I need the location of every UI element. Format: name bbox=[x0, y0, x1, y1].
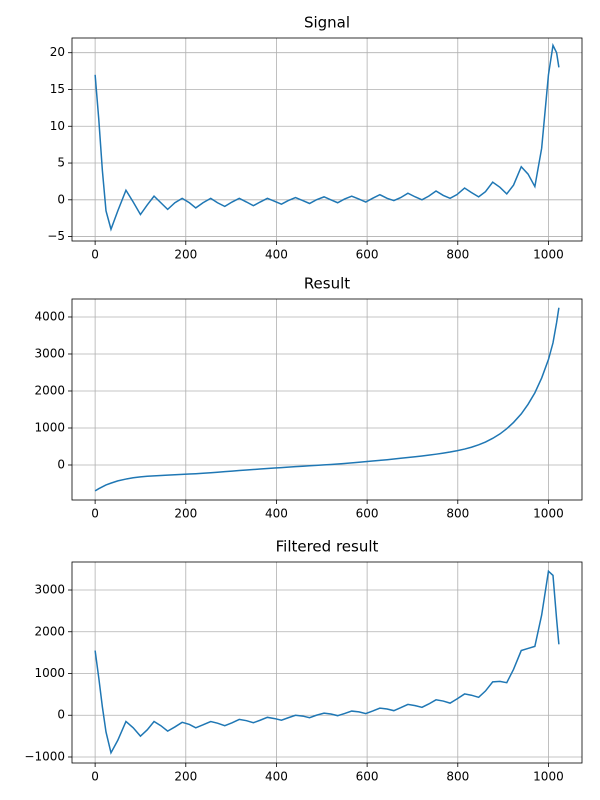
x-tick-label: 200 bbox=[174, 770, 197, 784]
x-tick-label: 600 bbox=[356, 770, 379, 784]
x-tick-label: 800 bbox=[446, 248, 469, 262]
x-tick-label: 1000 bbox=[533, 507, 564, 521]
y-tick-label: 20 bbox=[50, 45, 65, 59]
axes-frame bbox=[71, 298, 583, 501]
y-tick-label: 2000 bbox=[34, 383, 65, 397]
x-tick-label: 1000 bbox=[533, 770, 564, 784]
y-tick-label: 10 bbox=[50, 119, 65, 133]
x-tick-label: 600 bbox=[356, 248, 379, 262]
subplot: Result 0 200 400 600 800 1000 0 1000 2000 3000 4000 bbox=[34, 275, 583, 521]
x-tick-label: 400 bbox=[265, 507, 288, 521]
y-tick-label: 3000 bbox=[34, 346, 65, 360]
subplot-title: Signal bbox=[304, 14, 350, 32]
x-tick-label: 400 bbox=[265, 770, 288, 784]
x-tick-label: 1000 bbox=[533, 248, 564, 262]
x-tick-label: 400 bbox=[265, 248, 288, 262]
y-tick-label: −1000 bbox=[24, 749, 65, 763]
y-tick-label: 2000 bbox=[34, 624, 65, 638]
y-tick-label: 0 bbox=[57, 708, 65, 722]
y-tick-label: −5 bbox=[47, 229, 65, 243]
x-tick-label: 0 bbox=[91, 507, 99, 521]
y-tick-label: 0 bbox=[57, 457, 65, 471]
axes-frame bbox=[71, 561, 583, 764]
y-tick-label: 1000 bbox=[34, 666, 65, 680]
y-tick-label: 0 bbox=[57, 192, 65, 206]
x-tick-label: 0 bbox=[91, 248, 99, 262]
y-tick-label: 4000 bbox=[34, 309, 65, 323]
x-tick-label: 0 bbox=[91, 770, 99, 784]
y-tick-label: 3000 bbox=[34, 583, 65, 597]
y-tick-label: 5 bbox=[57, 156, 65, 170]
axes-frame bbox=[71, 37, 583, 242]
x-tick-label: 800 bbox=[446, 507, 469, 521]
y-tick-label: 1000 bbox=[34, 420, 65, 434]
x-tick-label: 600 bbox=[356, 507, 379, 521]
subplot-title: Filtered result bbox=[276, 538, 379, 556]
x-tick-label: 800 bbox=[446, 770, 469, 784]
line bbox=[94, 42, 560, 232]
x-tick-label: 200 bbox=[174, 507, 197, 521]
subplot: Filtered result 0 200 400 600 800 1000 −1000 0 10… bbox=[24, 538, 583, 784]
x-tick-label: 200 bbox=[174, 248, 197, 262]
line bbox=[94, 569, 560, 755]
subplot: Signal 0 200 400 600 800 1000 −5 0 5 10 15 20 bbox=[47, 14, 583, 262]
y-tick-label: 15 bbox=[50, 82, 65, 96]
subplot-title: Result bbox=[304, 275, 350, 293]
line bbox=[94, 307, 560, 492]
